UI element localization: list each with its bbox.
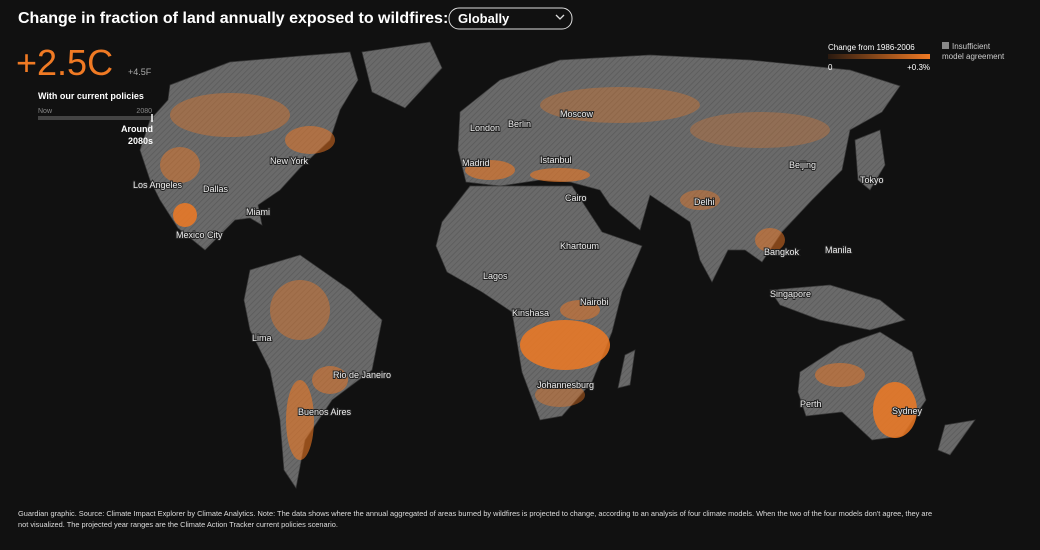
city-label: Lima <box>252 333 272 343</box>
period-label: 2080s <box>128 136 153 146</box>
footnote: Guardian graphic. Source: Climate Impact… <box>18 509 932 518</box>
legend-max: +0.3% <box>907 63 930 72</box>
legend-min: 0 <box>828 63 833 72</box>
city-label: Miami <box>246 207 270 217</box>
dropdown-box[interactable] <box>448 7 573 30</box>
city-labels: New York Los Angeles Dallas Miami Mexico Cit… <box>132 108 924 418</box>
city-label: Singapore <box>770 289 811 299</box>
legend-gradient <box>828 54 930 59</box>
city-label: Cairo <box>565 193 587 203</box>
city-label: Bangkok <box>764 247 800 257</box>
slider-start: Now <box>38 108 53 115</box>
temperature-f: +4.5F <box>128 67 152 77</box>
city-label: Berlin <box>508 119 531 129</box>
city-label: Mexico City <box>176 230 223 240</box>
slider-track[interactable] <box>38 116 154 120</box>
city-label: Buenos Aires <box>298 407 352 417</box>
city-label: Perth <box>800 399 822 409</box>
city-label: Moscow <box>560 109 594 119</box>
title: Change in fraction of land annually expo… <box>18 10 448 27</box>
dropdown[interactable]: Globally <box>448 7 573 30</box>
city-label: Los Angeles <box>133 180 183 190</box>
legend-swatch <box>942 42 949 49</box>
legend-title: Change from 1986-2006 <box>828 43 915 52</box>
city-label: Khartoum <box>560 241 599 251</box>
dropdown-arrow[interactable] <box>555 14 565 20</box>
city-label: Beijing <box>789 160 816 170</box>
slider-end: 2080 <box>136 108 152 115</box>
city-label: Tokyo <box>860 175 884 185</box>
policy-label: With our current policies <box>38 91 144 101</box>
city-label: Istanbul <box>540 155 572 165</box>
city-label: Rio de Janeiro <box>333 370 391 380</box>
city-label: London <box>470 123 500 133</box>
footnote: not visualized. The projected year range… <box>18 520 338 529</box>
city-label: Lagos <box>483 271 508 281</box>
city-label: Johannesburg <box>537 380 594 390</box>
legend-insufficient: Insufficient <box>952 42 991 51</box>
period-label: Around <box>121 124 153 134</box>
city-label: Sydney <box>892 406 923 416</box>
city-label: Delhi <box>694 197 715 207</box>
temperature-c: +2.5C <box>16 42 113 83</box>
city-label: Madrid <box>462 158 490 168</box>
wildfire-increase <box>160 87 917 460</box>
city-label: Dallas <box>203 184 229 194</box>
legend-insufficient: model agreement <box>942 52 1005 61</box>
city-label: Manila <box>825 245 852 255</box>
dropdown-value[interactable]: Globally <box>458 11 510 26</box>
city-label: Nairobi <box>580 297 609 307</box>
city-label: Kinshasa <box>512 308 549 318</box>
city-label: New York <box>270 156 309 166</box>
